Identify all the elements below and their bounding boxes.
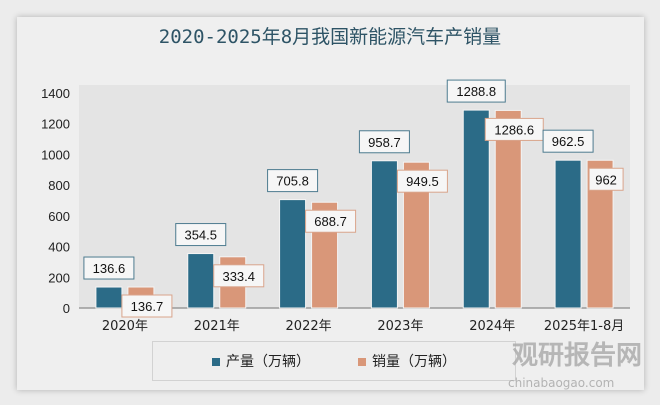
data-label: 949.5: [406, 174, 439, 189]
data-label-box: [542, 129, 594, 153]
data-label: 958.7: [368, 135, 401, 150]
data-label-box: [358, 130, 410, 154]
legend-item-sales: 销量（万辆）: [358, 351, 456, 371]
x-tick-label: 2024年: [469, 319, 515, 334]
y-tick-label: 0: [63, 301, 70, 316]
data-label: 1288.8: [456, 84, 496, 99]
data-label: 705.8: [276, 174, 309, 189]
data-label-box: [83, 256, 135, 280]
data-label-box: [213, 264, 265, 288]
chart-title: 2020-2025年8月我国新能源汽车产销量: [158, 26, 502, 48]
bar-production: [462, 109, 490, 309]
data-label: 962: [595, 172, 617, 187]
legend-swatch-production: [212, 358, 220, 366]
bar-production: [279, 199, 307, 309]
data-label-box: [446, 79, 506, 103]
y-tick-label: 400: [48, 240, 70, 255]
data-label-box: [305, 209, 357, 233]
x-tick-label: 2020年: [102, 319, 148, 334]
y-tick-label: 1400: [41, 86, 70, 101]
x-tick-label: 2023年: [377, 319, 423, 334]
data-label: 136.6: [93, 261, 126, 276]
x-tick-label: 2021年: [194, 319, 240, 334]
x-tick-label: 2022年: [286, 319, 332, 334]
y-tick-label: 200: [48, 270, 70, 285]
bar-sales: [494, 109, 522, 309]
y-tick-label: 800: [48, 178, 70, 193]
data-label: 962.5: [552, 134, 585, 149]
y-tick-label: 1000: [41, 147, 70, 162]
data-label-box: [175, 223, 227, 247]
watermark-logo: 观研报告网: [512, 341, 643, 371]
legend: 产量（万辆） 销量（万辆）: [152, 341, 516, 381]
plot-area: [79, 85, 630, 308]
data-label: 688.7: [314, 214, 347, 229]
legend-item-production: 产量（万辆）: [212, 351, 310, 371]
y-tick-label: 1200: [41, 117, 70, 132]
data-label: 136.7: [131, 299, 164, 314]
bar-production: [370, 160, 398, 309]
legend-swatch-sales: [358, 358, 366, 366]
data-label-box: [121, 294, 173, 318]
x-tick-label: 2025年1-8月: [544, 319, 624, 334]
bar-production: [95, 286, 123, 309]
bar-production: [187, 253, 215, 309]
data-label: 354.5: [184, 228, 217, 243]
data-label-box: [588, 167, 624, 191]
bar-production: [554, 159, 582, 309]
data-label: 333.4: [222, 269, 255, 284]
watermark-url: chinabaogao.com: [508, 376, 615, 390]
data-label-box: [267, 169, 319, 193]
data-label-box: [396, 169, 448, 193]
data-label: 1286.6: [494, 122, 534, 137]
data-label-box: [484, 117, 544, 141]
y-tick-label: 600: [48, 209, 70, 224]
